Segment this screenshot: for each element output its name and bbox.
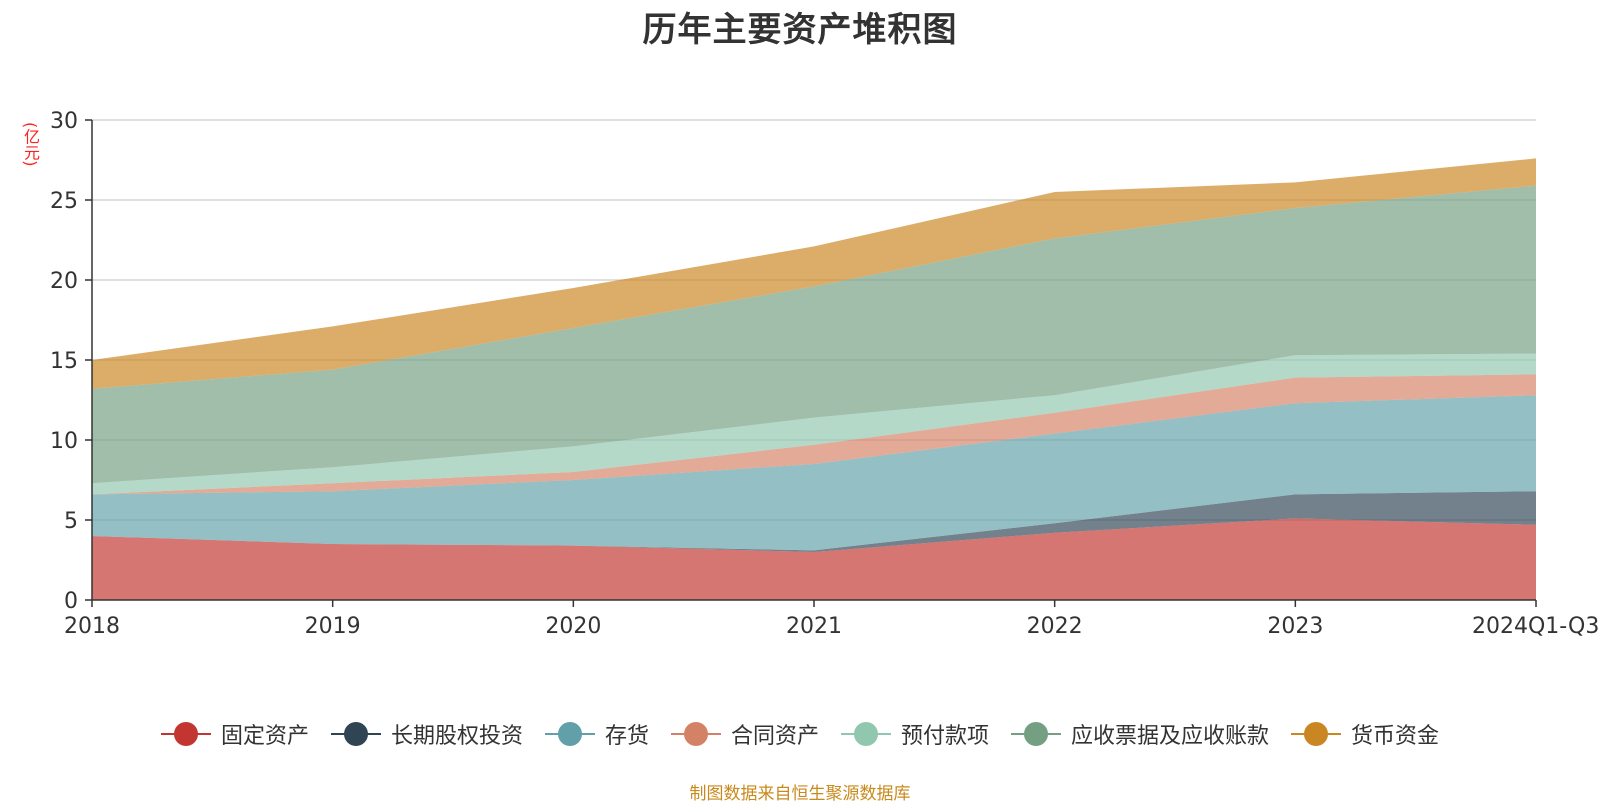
area-series-3 (92, 395, 1536, 551)
legend-marker-icon (841, 721, 891, 747)
x-tick-label-4: 2022 (1027, 614, 1083, 639)
legend-item-4[interactable]: 合同资产 (670, 718, 819, 750)
legend-label: 应收票据及应收账款 (1071, 724, 1270, 749)
legend-item-2[interactable]: 长期股权投资 (330, 718, 523, 750)
legend-marker-icon (670, 721, 721, 747)
area-series (92, 158, 1536, 600)
legend-label: 长期股权投资 (390, 724, 523, 749)
area-series-2 (92, 491, 1536, 552)
legend-label: 存货 (604, 724, 649, 749)
data-source-note: 制图数据来自恒生聚源数据库 (689, 784, 911, 804)
x-tick-label-1: 2019 (305, 614, 361, 639)
chart-title: 历年主要资产堆积图 (642, 10, 958, 50)
legend: 固定资产 长期股权投资 存货 合同资产 预付款项 应收票据及应收账款 货币资金 (0, 718, 1600, 750)
x-tick-label-2: 2020 (545, 614, 601, 639)
y-axis-unit-label: (亿元) (21, 122, 40, 167)
legend-marker-icon (1011, 721, 1062, 747)
area-series-5 (92, 353, 1536, 495)
x-tick-label-5: 2023 (1267, 614, 1323, 639)
y-tick-label-30: 30 (50, 109, 78, 134)
y-tick-label-25: 25 (50, 189, 78, 214)
legend-label: 合同资产 (730, 724, 819, 749)
x-tick-label-3: 2021 (786, 614, 842, 639)
legend-label: 货币资金 (1351, 724, 1440, 749)
legend-item-6[interactable]: 应收票据及应收账款 (1011, 718, 1269, 750)
y-tick-label-20: 20 (50, 269, 78, 294)
legend-item-5[interactable]: 预付款项 (841, 718, 989, 750)
legend-item-3[interactable]: 存货 (544, 718, 649, 750)
legend-marker-icon (1291, 721, 1342, 747)
y-tick-label-0: 0 (64, 589, 78, 614)
x-tick-label-6: 2024Q1-Q3 (1472, 614, 1599, 639)
x-tick-label-0: 2018 (64, 614, 120, 639)
area-series-4 (92, 374, 1536, 495)
legend-label: 固定资产 (220, 724, 309, 749)
area-series-7 (92, 158, 1536, 389)
legend-marker-icon (544, 721, 595, 747)
y-tick-label-5: 5 (64, 509, 78, 534)
area-series-6 (92, 185, 1536, 484)
legend-item-1[interactable]: 固定资产 (160, 718, 309, 750)
legend-item-7[interactable]: 货币资金 (1291, 718, 1439, 750)
y-tick-label-10: 10 (50, 429, 78, 454)
legend-marker-icon (330, 721, 381, 747)
axes: 0 5 10 15 20 25 30 2018 2019 2020 2021 2022 2023 2024… (50, 109, 1599, 639)
y-tick-label-15: 15 (50, 349, 78, 374)
legend-label: 预付款项 (901, 724, 990, 749)
legend-marker-icon (160, 721, 211, 747)
area-series-1 (92, 518, 1536, 600)
